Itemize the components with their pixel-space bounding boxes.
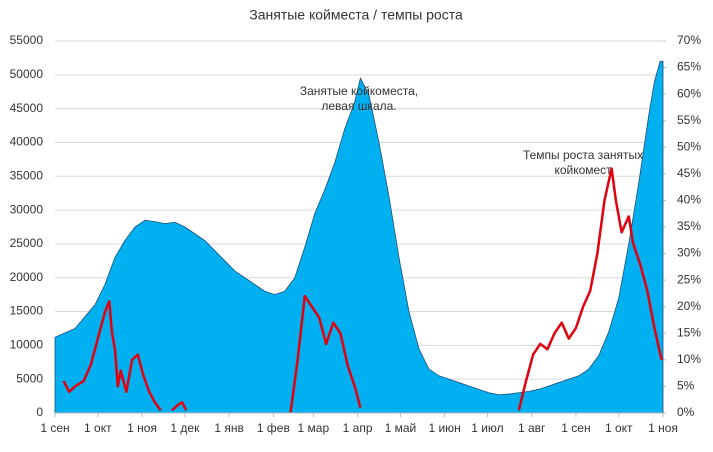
y2-tick-label: 20% [677,299,701,313]
x-tick-label: 1 окт [605,421,633,435]
y-tick-label: 35000 [10,168,44,182]
annotation: Темпы роста занятых [523,148,643,162]
y2-tick-label: 35% [677,219,701,233]
line [62,167,663,414]
y-tick-label: 25000 [10,236,44,250]
y2-tick-label: 10% [677,352,701,366]
y2-tick-label: 65% [677,60,701,74]
x-tick-label: 1 окт [84,421,112,435]
annotation: левая шкала. [321,99,396,113]
y2-tick-label: 25% [677,272,701,286]
x-tick-label: 1 янв [214,421,244,435]
annotation: койкомест [554,163,612,177]
area [54,60,664,414]
y2-tick-label: 5% [677,379,695,393]
y-tick-label: 10000 [10,338,44,352]
y-tick-label: 55000 [10,33,44,47]
y-tick-label: 50000 [10,67,44,81]
y2-tick-label: 30% [677,246,701,260]
y-tick-label: 15000 [10,304,44,318]
x-tick-label: 1 май [385,421,417,435]
y-tick-label: 5000 [16,371,43,385]
y2-tick-label: 50% [677,139,701,153]
x-tick-label: 1 авг [518,421,546,435]
y-tick-label: 45000 [10,101,44,115]
y2-tick-label: 70% [677,33,701,47]
y2-tick-label: 55% [677,113,701,127]
x-tick-label: 1 фев [257,421,290,435]
y2-tick-label: 15% [677,325,701,339]
annotation: Занятые койкоместа, [300,84,418,98]
x-tick-label: 1 сен [40,421,69,435]
x-tick-label: 1 июн [428,421,460,435]
y2-tick-label: 45% [677,166,701,180]
y-tick-label: 0 [36,405,43,419]
y2-tick-label: 40% [677,193,701,207]
x-tick-label: 1 дек [170,421,200,435]
y2-tick-label: 0% [677,405,695,419]
x-tick-label: 1 ноя [127,421,157,435]
x-tick-label: 1 мар [298,421,330,435]
x-tick-label: 1 июл [471,421,503,435]
y2-tick-label: 60% [677,86,701,100]
y-tick-label: 40000 [10,135,44,149]
x-tick-label: 1 сен [561,421,590,435]
x-tick-label: 1 апр [343,421,373,435]
y-tick-label: 20000 [10,270,44,284]
chart-title: Занятые койместа / темпы роста [249,7,463,23]
x-tick-label: 1 ноя [648,421,678,435]
y-tick-label: 30000 [10,202,44,216]
